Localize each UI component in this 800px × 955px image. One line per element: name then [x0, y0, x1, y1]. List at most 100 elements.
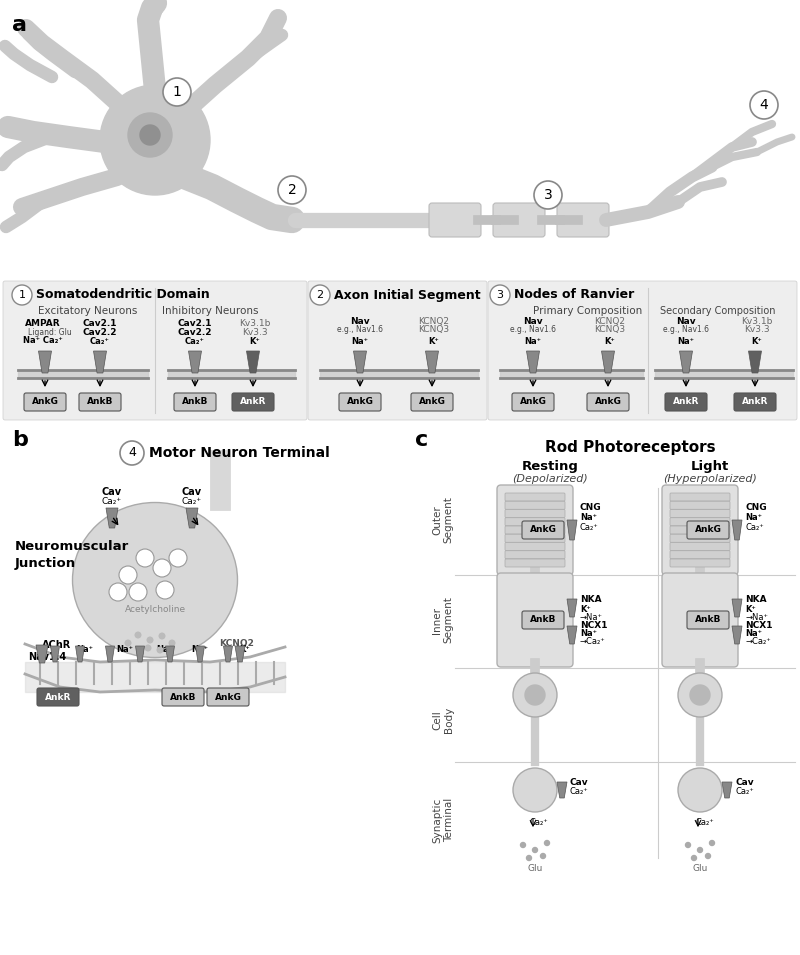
Circle shape [156, 581, 174, 599]
Circle shape [490, 285, 510, 305]
FancyBboxPatch shape [497, 573, 573, 667]
Text: b: b [12, 430, 28, 450]
FancyBboxPatch shape [3, 281, 307, 420]
FancyBboxPatch shape [670, 510, 730, 518]
Text: Cav: Cav [102, 487, 122, 497]
Text: Ca₂⁺: Ca₂⁺ [530, 817, 549, 826]
Text: Axon Initial Segment: Axon Initial Segment [334, 288, 481, 302]
Text: Ca₂⁺: Ca₂⁺ [182, 497, 202, 506]
Circle shape [140, 125, 160, 145]
Text: Kv3.1b: Kv3.1b [239, 319, 270, 328]
Text: K⁺: K⁺ [250, 337, 260, 346]
Circle shape [686, 842, 690, 847]
FancyBboxPatch shape [687, 521, 729, 539]
FancyBboxPatch shape [670, 534, 730, 542]
Text: Na⁺: Na⁺ [745, 514, 762, 522]
Text: →Ca₂⁺: →Ca₂⁺ [745, 638, 770, 647]
Circle shape [147, 637, 153, 643]
FancyBboxPatch shape [670, 493, 730, 501]
Polygon shape [749, 351, 762, 373]
Circle shape [698, 847, 702, 853]
Text: a: a [12, 15, 27, 35]
Text: NKA: NKA [745, 596, 766, 605]
Text: Secondary Composition: Secondary Composition [660, 306, 775, 316]
Circle shape [533, 847, 538, 853]
Polygon shape [50, 646, 59, 662]
Text: AnkR: AnkR [240, 397, 266, 407]
Text: Light: Light [691, 460, 729, 473]
Text: →Na⁺: →Na⁺ [745, 612, 768, 622]
FancyBboxPatch shape [493, 203, 545, 237]
FancyBboxPatch shape [522, 521, 564, 539]
FancyBboxPatch shape [488, 281, 797, 420]
FancyBboxPatch shape [174, 393, 216, 411]
Polygon shape [135, 646, 145, 662]
Circle shape [109, 583, 127, 601]
Circle shape [310, 285, 330, 305]
Bar [320, 370, 478, 378]
FancyBboxPatch shape [339, 393, 381, 411]
Text: 4: 4 [760, 98, 768, 112]
Text: (Depolarized): (Depolarized) [512, 474, 588, 484]
Text: AnkG: AnkG [519, 397, 546, 407]
Text: AnkG: AnkG [694, 525, 722, 535]
Polygon shape [189, 351, 202, 373]
Polygon shape [36, 645, 48, 663]
Circle shape [513, 768, 557, 812]
Text: AnkG: AnkG [346, 397, 374, 407]
Text: 1: 1 [18, 290, 26, 300]
Text: Na⁺ Ca₂⁺: Na⁺ Ca₂⁺ [23, 336, 63, 345]
Text: Na⁺: Na⁺ [580, 514, 597, 522]
Text: Na⁺: Na⁺ [525, 337, 542, 346]
Polygon shape [567, 599, 577, 617]
Circle shape [136, 549, 154, 567]
FancyBboxPatch shape [665, 393, 707, 411]
Text: Primary Composition: Primary Composition [533, 306, 642, 316]
Text: 4: 4 [128, 447, 136, 459]
Circle shape [100, 85, 210, 195]
Text: Cav2.1: Cav2.1 [178, 319, 212, 328]
Circle shape [521, 842, 526, 847]
Text: Outer
Segment: Outer Segment [432, 497, 454, 543]
Text: Synaptic
Terminal: Synaptic Terminal [432, 797, 454, 842]
Text: K⁺: K⁺ [429, 337, 439, 346]
Circle shape [128, 113, 172, 157]
Text: Nav: Nav [350, 317, 370, 326]
FancyBboxPatch shape [505, 551, 565, 559]
Text: Ca₂⁺: Ca₂⁺ [90, 337, 110, 346]
FancyBboxPatch shape [505, 534, 565, 542]
Bar [500, 370, 643, 378]
FancyBboxPatch shape [505, 518, 565, 526]
Text: Na⁺: Na⁺ [191, 645, 209, 654]
Text: e.g., Nav1.6: e.g., Nav1.6 [337, 325, 383, 334]
Circle shape [525, 685, 545, 705]
Circle shape [678, 673, 722, 717]
Text: Cav2.2: Cav2.2 [82, 328, 118, 337]
Circle shape [691, 856, 697, 860]
Text: AnkB: AnkB [170, 692, 196, 702]
Text: Ca₂⁺: Ca₂⁺ [570, 787, 589, 796]
Polygon shape [235, 646, 245, 662]
Circle shape [146, 646, 151, 650]
Text: Na⁺: Na⁺ [580, 629, 597, 639]
Text: AnkG: AnkG [594, 397, 622, 407]
Polygon shape [38, 351, 51, 373]
Circle shape [163, 78, 191, 106]
FancyBboxPatch shape [207, 688, 249, 706]
FancyBboxPatch shape [670, 518, 730, 526]
Text: Ca₂⁺: Ca₂⁺ [580, 522, 598, 532]
Text: AnkG: AnkG [214, 692, 242, 702]
Circle shape [541, 854, 546, 859]
Circle shape [125, 640, 131, 646]
FancyBboxPatch shape [232, 393, 274, 411]
Text: AChR: AChR [42, 640, 71, 650]
Polygon shape [426, 351, 438, 373]
FancyBboxPatch shape [734, 393, 776, 411]
Text: AnkR: AnkR [45, 692, 71, 702]
Circle shape [545, 840, 550, 845]
Text: 1: 1 [173, 85, 182, 99]
Text: AnkB: AnkB [182, 397, 208, 407]
Polygon shape [195, 646, 205, 662]
FancyBboxPatch shape [687, 611, 729, 629]
Polygon shape [557, 782, 567, 798]
